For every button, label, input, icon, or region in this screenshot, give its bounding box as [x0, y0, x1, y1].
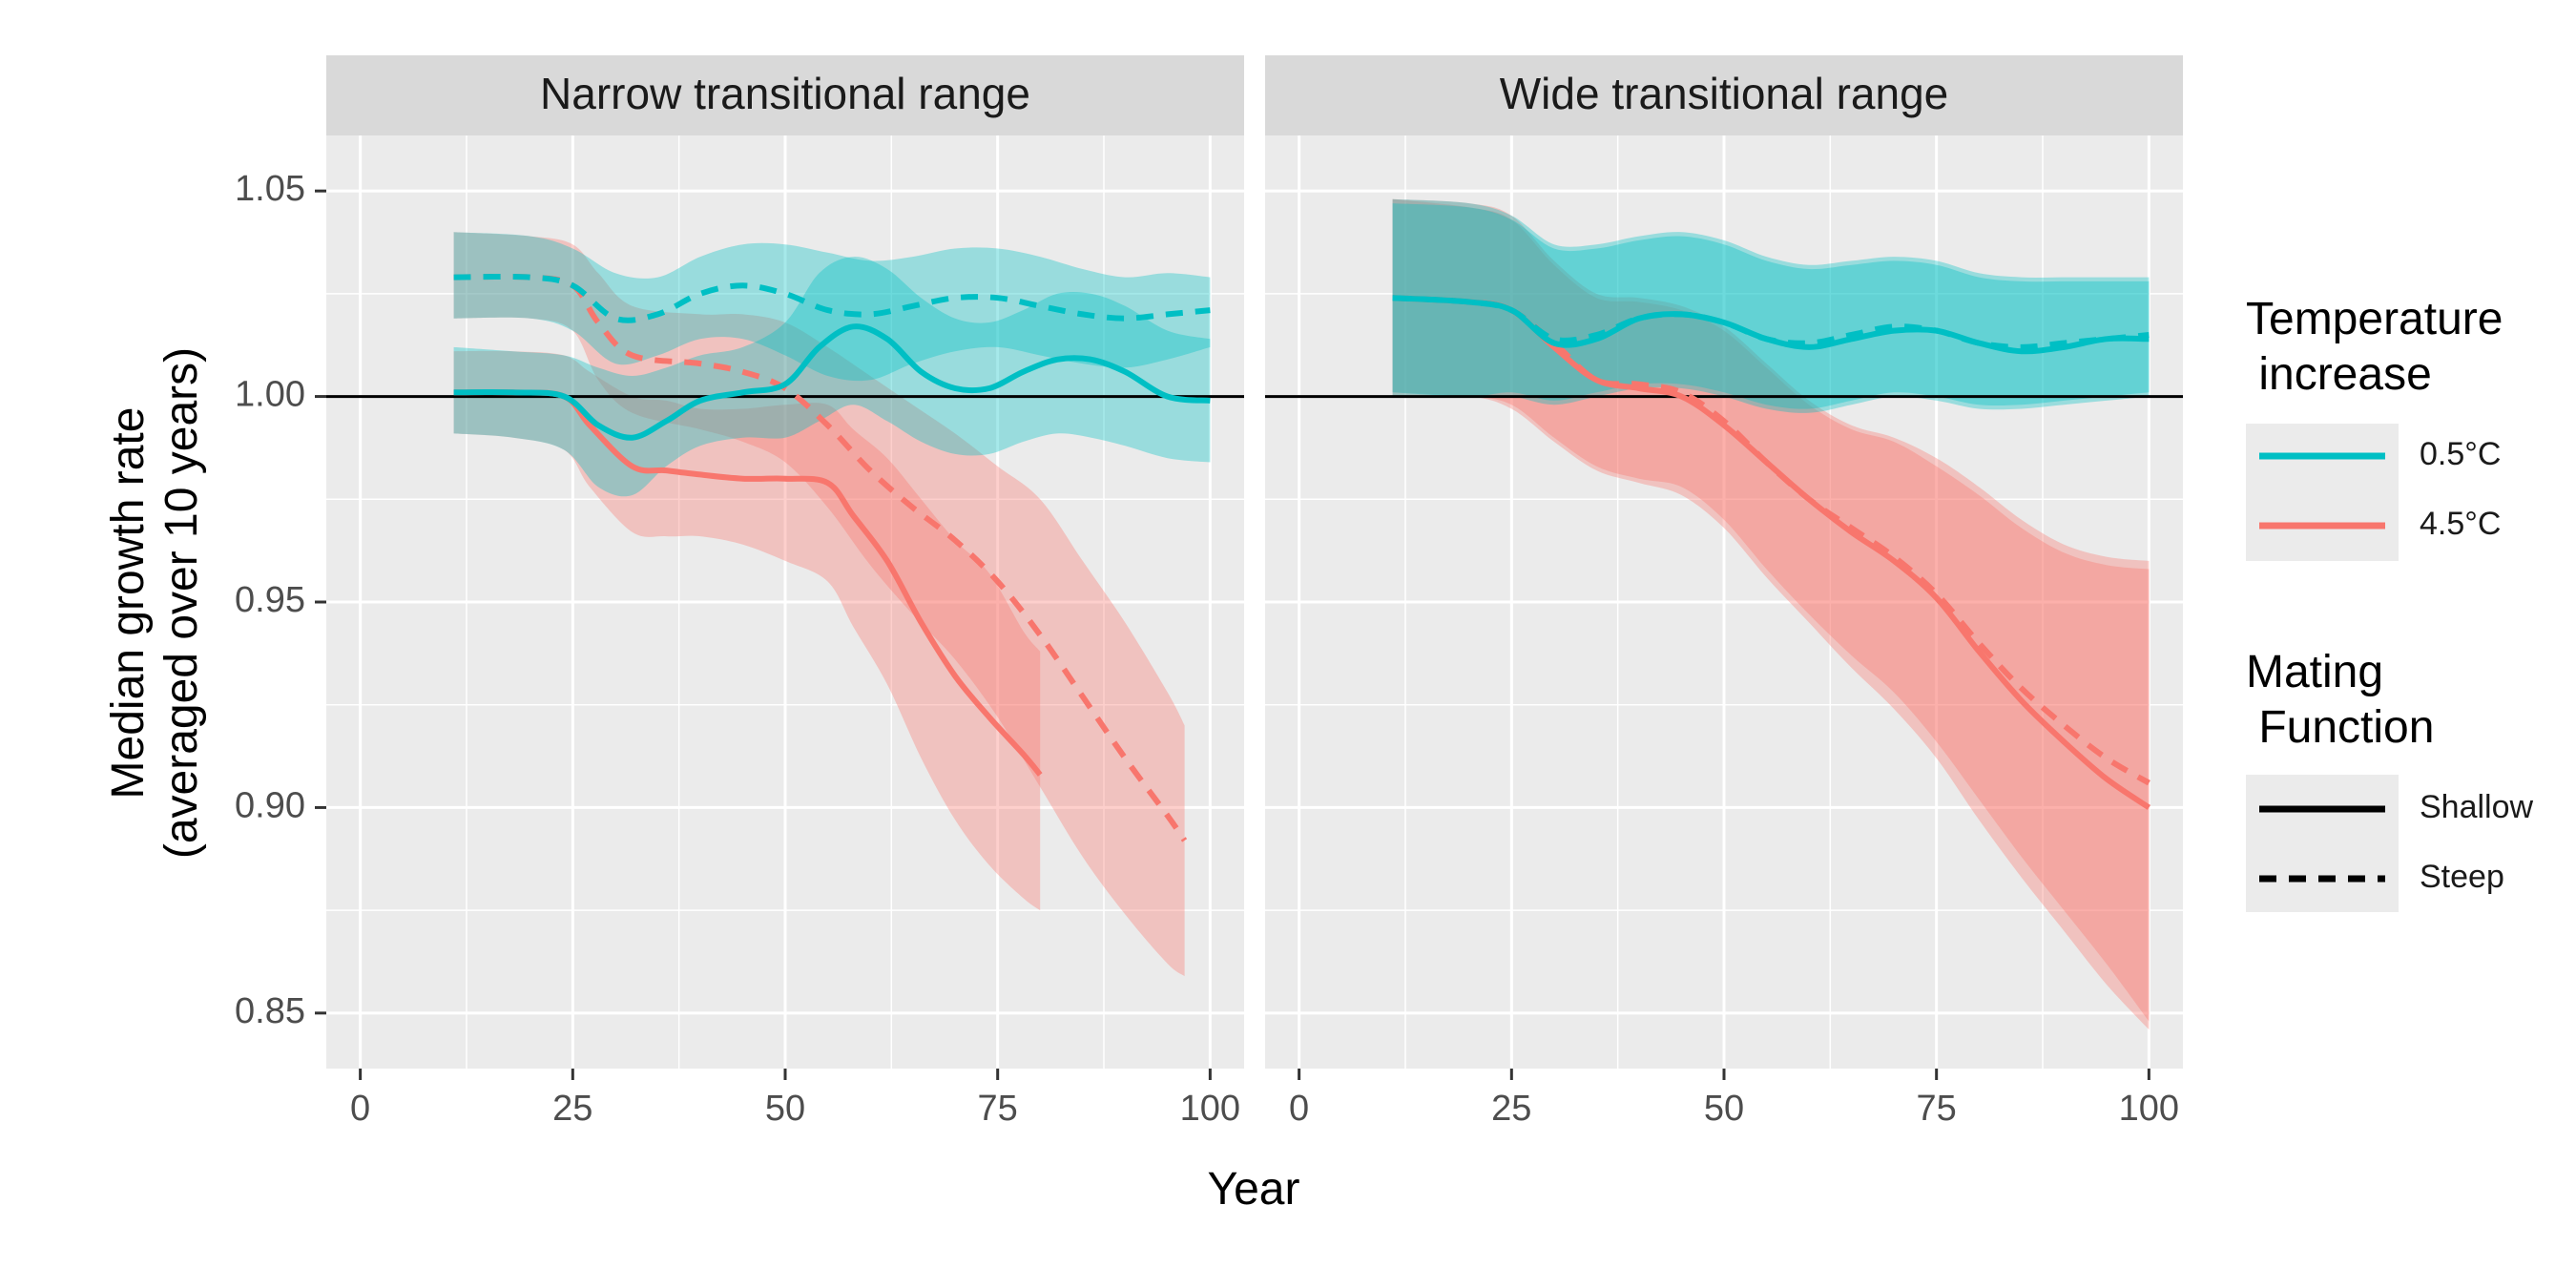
x-tick-label: 25: [552, 1089, 592, 1129]
x-axis-title: Year: [1208, 1164, 1300, 1215]
x-tick-label: 25: [1491, 1089, 1531, 1129]
panel-1-lines: [453, 273, 1211, 842]
legend-mating-title: Mating Function: [2246, 647, 2434, 753]
x-tick-label: 0: [1289, 1089, 1309, 1129]
y-tick-label: 1.00: [235, 375, 305, 415]
ribbon-45-steep: [453, 232, 1185, 977]
x-tick-label: 50: [765, 1089, 805, 1129]
legend-mating-keys-bg: [2246, 775, 2399, 912]
y-axis-title: Median growth rate(averaged over 10 year…: [103, 347, 207, 859]
x-tick-label: 100: [2119, 1089, 2179, 1129]
panel-2-strip: [1265, 55, 2183, 135]
x-tick-label: 100: [1180, 1089, 1240, 1129]
panel-2-x-axis: 0 25 50 75 100: [1289, 1069, 2179, 1129]
series-line-05-shallow: [1392, 295, 2150, 355]
panel-2-ribbons: [1392, 198, 2150, 1030]
x-tick-label: 0: [350, 1089, 370, 1129]
ribbon-05-steep: [1392, 198, 2150, 409]
series-line-45-steep: [453, 273, 1188, 842]
ribbon-45-steep: [1392, 198, 2150, 1022]
ribbon-05-shallow: [1392, 203, 2150, 413]
series-line-05-steep: [453, 273, 1211, 323]
series-line-05-shallow: [453, 323, 1211, 441]
x-tick-label: 75: [978, 1089, 1018, 1129]
ribbon-45-shallow: [453, 350, 1041, 911]
series-line-45-shallow: [453, 388, 1043, 777]
panel-1-strip: [326, 55, 1244, 135]
y-tick-label: 0.85: [235, 991, 305, 1031]
ribbon-05-steep: [453, 232, 1211, 382]
legend-temperature-title: Temperature increase: [2246, 294, 2503, 400]
legend-label-0-5c: 0.5°C: [2420, 436, 2501, 472]
legend-label-4-5c: 4.5°C: [2420, 506, 2501, 542]
y-tick-label: 0.95: [235, 580, 305, 620]
panel-1-x-axis: 0 25 50 75 100: [350, 1069, 1240, 1129]
ribbon-45-shallow: [1392, 198, 2150, 1030]
x-tick-label: 50: [1704, 1089, 1744, 1129]
legend-label-shallow: Shallow: [2420, 789, 2534, 825]
panel-1-ribbons: [453, 232, 1211, 977]
y-axis: 0.85 0.90 0.95 1.00 1.05: [235, 169, 326, 1031]
y-tick-label: 1.05: [235, 169, 305, 209]
panel-2-title: Wide transitional range: [1500, 69, 1948, 118]
legend-label-steep: Steep: [2420, 859, 2504, 895]
y-tick-label: 0.90: [235, 785, 305, 825]
panel-2-lines: [1392, 295, 2151, 810]
panel-1-title: Narrow transitional range: [540, 69, 1030, 118]
x-tick-label: 75: [1917, 1089, 1957, 1129]
legend-temperature-keys-bg: [2246, 424, 2399, 561]
